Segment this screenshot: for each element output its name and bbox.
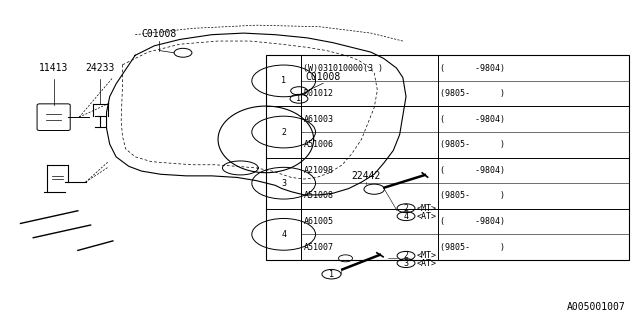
Text: 2: 2 bbox=[281, 128, 286, 137]
Text: (9805-      ): (9805- ) bbox=[440, 191, 506, 201]
Text: A51007: A51007 bbox=[303, 243, 333, 252]
Text: (      -9804): ( -9804) bbox=[440, 115, 506, 124]
Text: 2: 2 bbox=[404, 204, 408, 213]
Text: D01012: D01012 bbox=[303, 89, 333, 98]
Text: C01008: C01008 bbox=[142, 29, 177, 39]
Text: 4: 4 bbox=[404, 212, 408, 221]
Text: 1: 1 bbox=[281, 76, 286, 85]
Text: A61005: A61005 bbox=[303, 217, 333, 226]
Bar bbox=[266, 55, 629, 260]
Text: 1: 1 bbox=[296, 94, 301, 103]
Text: (9805-      ): (9805- ) bbox=[440, 243, 506, 252]
Text: (      -9804): ( -9804) bbox=[440, 217, 506, 226]
Text: A61003: A61003 bbox=[303, 115, 333, 124]
Text: A51006: A51006 bbox=[303, 140, 333, 149]
Text: 1: 1 bbox=[329, 270, 334, 279]
Text: 24233: 24233 bbox=[86, 63, 115, 73]
Text: 22442: 22442 bbox=[351, 171, 381, 180]
Text: 2: 2 bbox=[404, 251, 408, 260]
Text: 3: 3 bbox=[404, 259, 408, 268]
Text: <AT>: <AT> bbox=[417, 212, 437, 221]
Text: <AT>: <AT> bbox=[417, 259, 437, 268]
Text: C01008: C01008 bbox=[305, 72, 341, 82]
Text: (W)031010000(3 ): (W)031010000(3 ) bbox=[303, 64, 383, 73]
Text: A005001007: A005001007 bbox=[567, 302, 626, 312]
Text: (      -9804): ( -9804) bbox=[440, 64, 506, 73]
Text: 4: 4 bbox=[281, 230, 286, 239]
Text: A51008: A51008 bbox=[303, 191, 333, 201]
Text: <MT>: <MT> bbox=[417, 251, 437, 260]
Text: 3: 3 bbox=[281, 179, 286, 188]
Text: (9805-      ): (9805- ) bbox=[440, 140, 506, 149]
Text: 11413: 11413 bbox=[39, 63, 68, 73]
Text: <MT>: <MT> bbox=[417, 204, 437, 213]
Text: (9805-      ): (9805- ) bbox=[440, 89, 506, 98]
Text: A21098: A21098 bbox=[303, 166, 333, 175]
Text: (      -9804): ( -9804) bbox=[440, 166, 506, 175]
